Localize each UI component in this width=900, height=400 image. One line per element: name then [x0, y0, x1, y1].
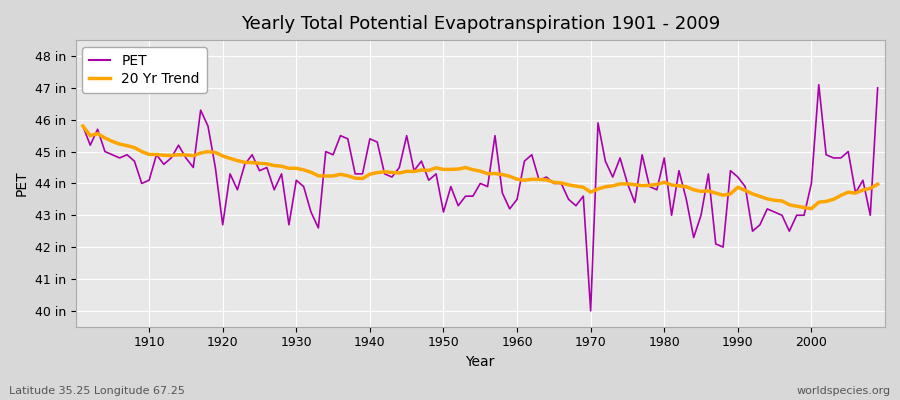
Title: Yearly Total Potential Evapotranspiration 1901 - 2009: Yearly Total Potential Evapotranspiratio…: [240, 15, 720, 33]
Y-axis label: PET: PET: [15, 171, 29, 196]
Text: worldspecies.org: worldspecies.org: [796, 386, 891, 396]
X-axis label: Year: Year: [465, 355, 495, 369]
Legend: PET, 20 Yr Trend: PET, 20 Yr Trend: [83, 47, 207, 93]
Text: Latitude 35.25 Longitude 67.25: Latitude 35.25 Longitude 67.25: [9, 386, 184, 396]
